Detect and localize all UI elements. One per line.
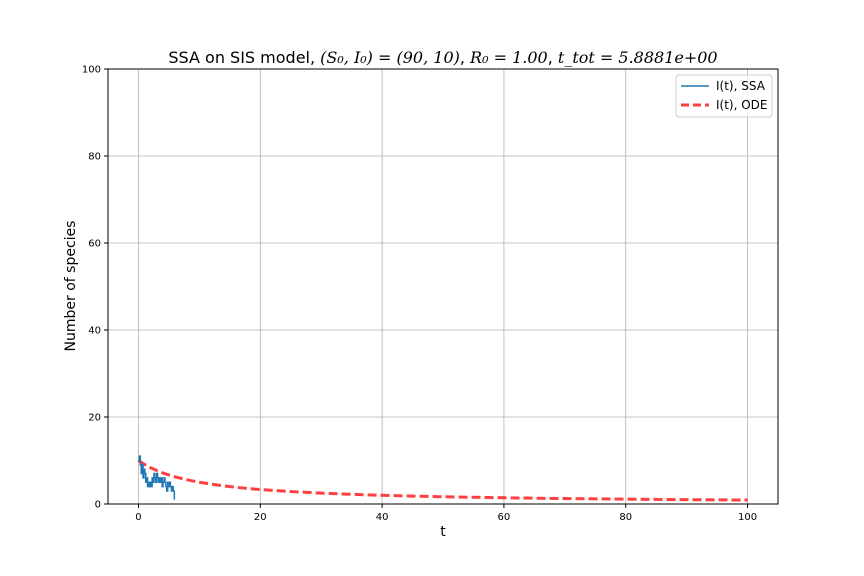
chart-title: SSA on SIS model, (S₀, I₀) = (90, 10), R… bbox=[168, 48, 717, 67]
legend-ssa-label: I(t), SSA bbox=[716, 79, 766, 93]
ssa-series bbox=[138, 455, 176, 500]
axes-frame bbox=[107, 68, 779, 505]
y-tick-label-80: 80 bbox=[88, 152, 101, 163]
grid bbox=[108, 68, 778, 505]
y-tick-label-40: 40 bbox=[88, 326, 101, 337]
title-separator-2: , bbox=[548, 48, 558, 67]
title-r0: R₀ = 1.00 bbox=[469, 48, 548, 67]
y-tick-label-100: 100 bbox=[82, 65, 101, 76]
legend: I(t), SSA I(t), ODE bbox=[675, 74, 773, 118]
y-tick-label-20: 20 bbox=[88, 413, 101, 424]
x-axis-label: t bbox=[440, 524, 446, 540]
title-separator-1: , bbox=[460, 48, 470, 67]
x-tick-label-80: 80 bbox=[619, 512, 632, 523]
x-tick-label-100: 100 bbox=[738, 512, 757, 523]
ode-series bbox=[137, 459, 748, 502]
title-ttot: t_tot = 5.8881e+00 bbox=[558, 48, 718, 67]
x-tick-label-0: 0 bbox=[135, 512, 141, 523]
y-tick-label-60: 60 bbox=[88, 239, 101, 250]
y-tick-label-0: 0 bbox=[95, 500, 101, 511]
y-axis-label: Number of species bbox=[63, 221, 79, 352]
legend-ode-label: I(t), ODE bbox=[716, 98, 768, 112]
ticks: 0 20 40 60 80 100 0 20 40 60 80 100 bbox=[82, 65, 757, 524]
x-tick-label-20: 20 bbox=[254, 512, 267, 523]
ssa-line bbox=[138, 455, 176, 500]
ode-line bbox=[137, 459, 748, 502]
x-tick-label-60: 60 bbox=[498, 512, 511, 523]
title-prefix: SSA on SIS model, bbox=[168, 48, 320, 67]
plot-area: 0 20 40 60 80 100 0 20 40 60 80 100 bbox=[82, 65, 779, 524]
x-tick-label-40: 40 bbox=[376, 512, 389, 523]
title-initial-conditions: (S₀, I₀) = (90, 10) bbox=[320, 48, 460, 67]
